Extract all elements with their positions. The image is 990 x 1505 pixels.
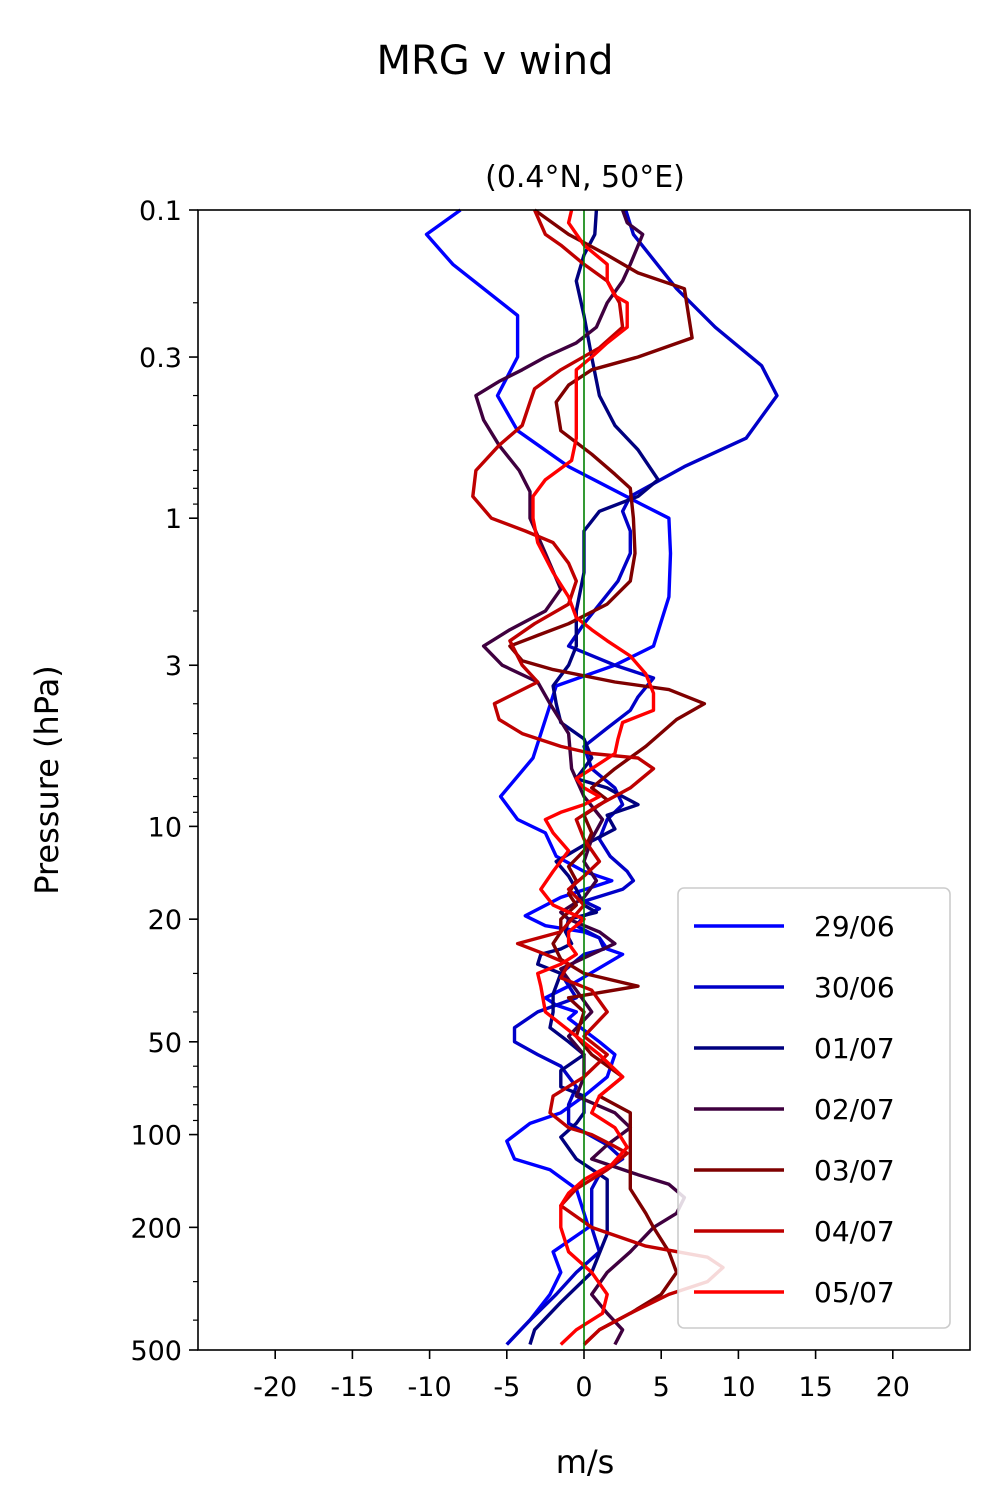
- y-tick-label: 0.1: [139, 196, 182, 227]
- y-tick-label: 500: [130, 1336, 182, 1367]
- legend-label: 30/06: [814, 971, 895, 1004]
- y-tick-label: 20: [148, 905, 182, 936]
- series-line-01-07: [528, 209, 660, 1346]
- legend-label: 29/06: [814, 910, 895, 943]
- x-tick-label: 20: [876, 1372, 910, 1403]
- y-tick-label: 1: [165, 504, 182, 535]
- series-line-29-06: [424, 208, 673, 1346]
- y-tick-label: 100: [130, 1121, 182, 1152]
- legend-label: 01/07: [814, 1032, 895, 1065]
- y-tick-label: 0.3: [139, 343, 182, 374]
- x-tick-label: 5: [653, 1372, 670, 1403]
- x-tick-label: 0: [575, 1372, 592, 1403]
- y-tick-label: 3: [165, 651, 182, 682]
- series-layer: [424, 208, 779, 1346]
- legend-label: 02/07: [814, 1093, 895, 1126]
- x-tick-label: -15: [330, 1372, 374, 1403]
- y-tick-label: 200: [130, 1213, 182, 1244]
- chart-subtitle: (0.4°N, 50°E): [485, 160, 685, 195]
- x-tick-label: 15: [798, 1372, 832, 1403]
- legend-label: 04/07: [814, 1215, 895, 1248]
- y-tick-label: 10: [148, 812, 182, 843]
- x-axis-label: m/s: [556, 1443, 615, 1481]
- series-line-05-07: [531, 209, 656, 1346]
- x-tick-label: -20: [253, 1372, 297, 1403]
- tick-layer: -20 -15 -10 -5 0 5 10 15 20 0.1 0.3 1 3 10 20 50 100 200 5…: [130, 196, 910, 1403]
- legend-label: 05/07: [814, 1276, 895, 1309]
- chart-title: MRG v wind: [377, 38, 614, 84]
- legend-frame: [677, 887, 951, 1329]
- legend: 29/06 30/06 01/07 02/07 03/07 04/07 05/07: [677, 887, 951, 1329]
- series-line-02-07: [474, 209, 687, 1346]
- x-tick-label: 10: [721, 1372, 755, 1403]
- series-line-03-07: [508, 208, 707, 1346]
- y-axis-label: Pressure (hPa): [28, 665, 66, 895]
- legend-label: 03/07: [814, 1154, 895, 1187]
- x-tick-label: -10: [408, 1372, 452, 1403]
- y-tick-label: 50: [148, 1028, 182, 1059]
- x-tick-label: -5: [493, 1372, 520, 1403]
